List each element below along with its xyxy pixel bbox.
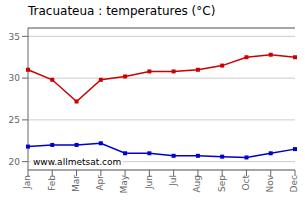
svg-text:May: May [119,174,129,193]
html-text:Tracuateua : temperatures (°C): Tracuateua : temperatures (°C) [28,4,216,18]
svg-text:Feb: Feb [47,175,57,191]
svg-text:Dec: Dec [289,175,297,192]
svg-text:20: 20 [9,157,21,167]
svg-text:25: 25 [9,115,20,125]
svg-text:Jun: Jun [144,175,154,190]
svg-text:Mar: Mar [71,175,81,192]
svg-text:35: 35 [9,32,20,42]
svg-text:30: 30 [9,73,21,83]
svg-text:Jan: Jan [22,175,32,190]
svg-text:Sep: Sep [217,175,227,192]
svg-text:Nov: Nov [265,174,275,192]
svg-text:Aug: Aug [192,175,202,193]
svg-text:Jul: Jul [168,175,178,187]
svg-text:Apr: Apr [95,175,105,191]
svg-text:Oct: Oct [241,175,251,191]
html-text:www.allmetsat.com: www.allmetsat.com [33,157,122,167]
